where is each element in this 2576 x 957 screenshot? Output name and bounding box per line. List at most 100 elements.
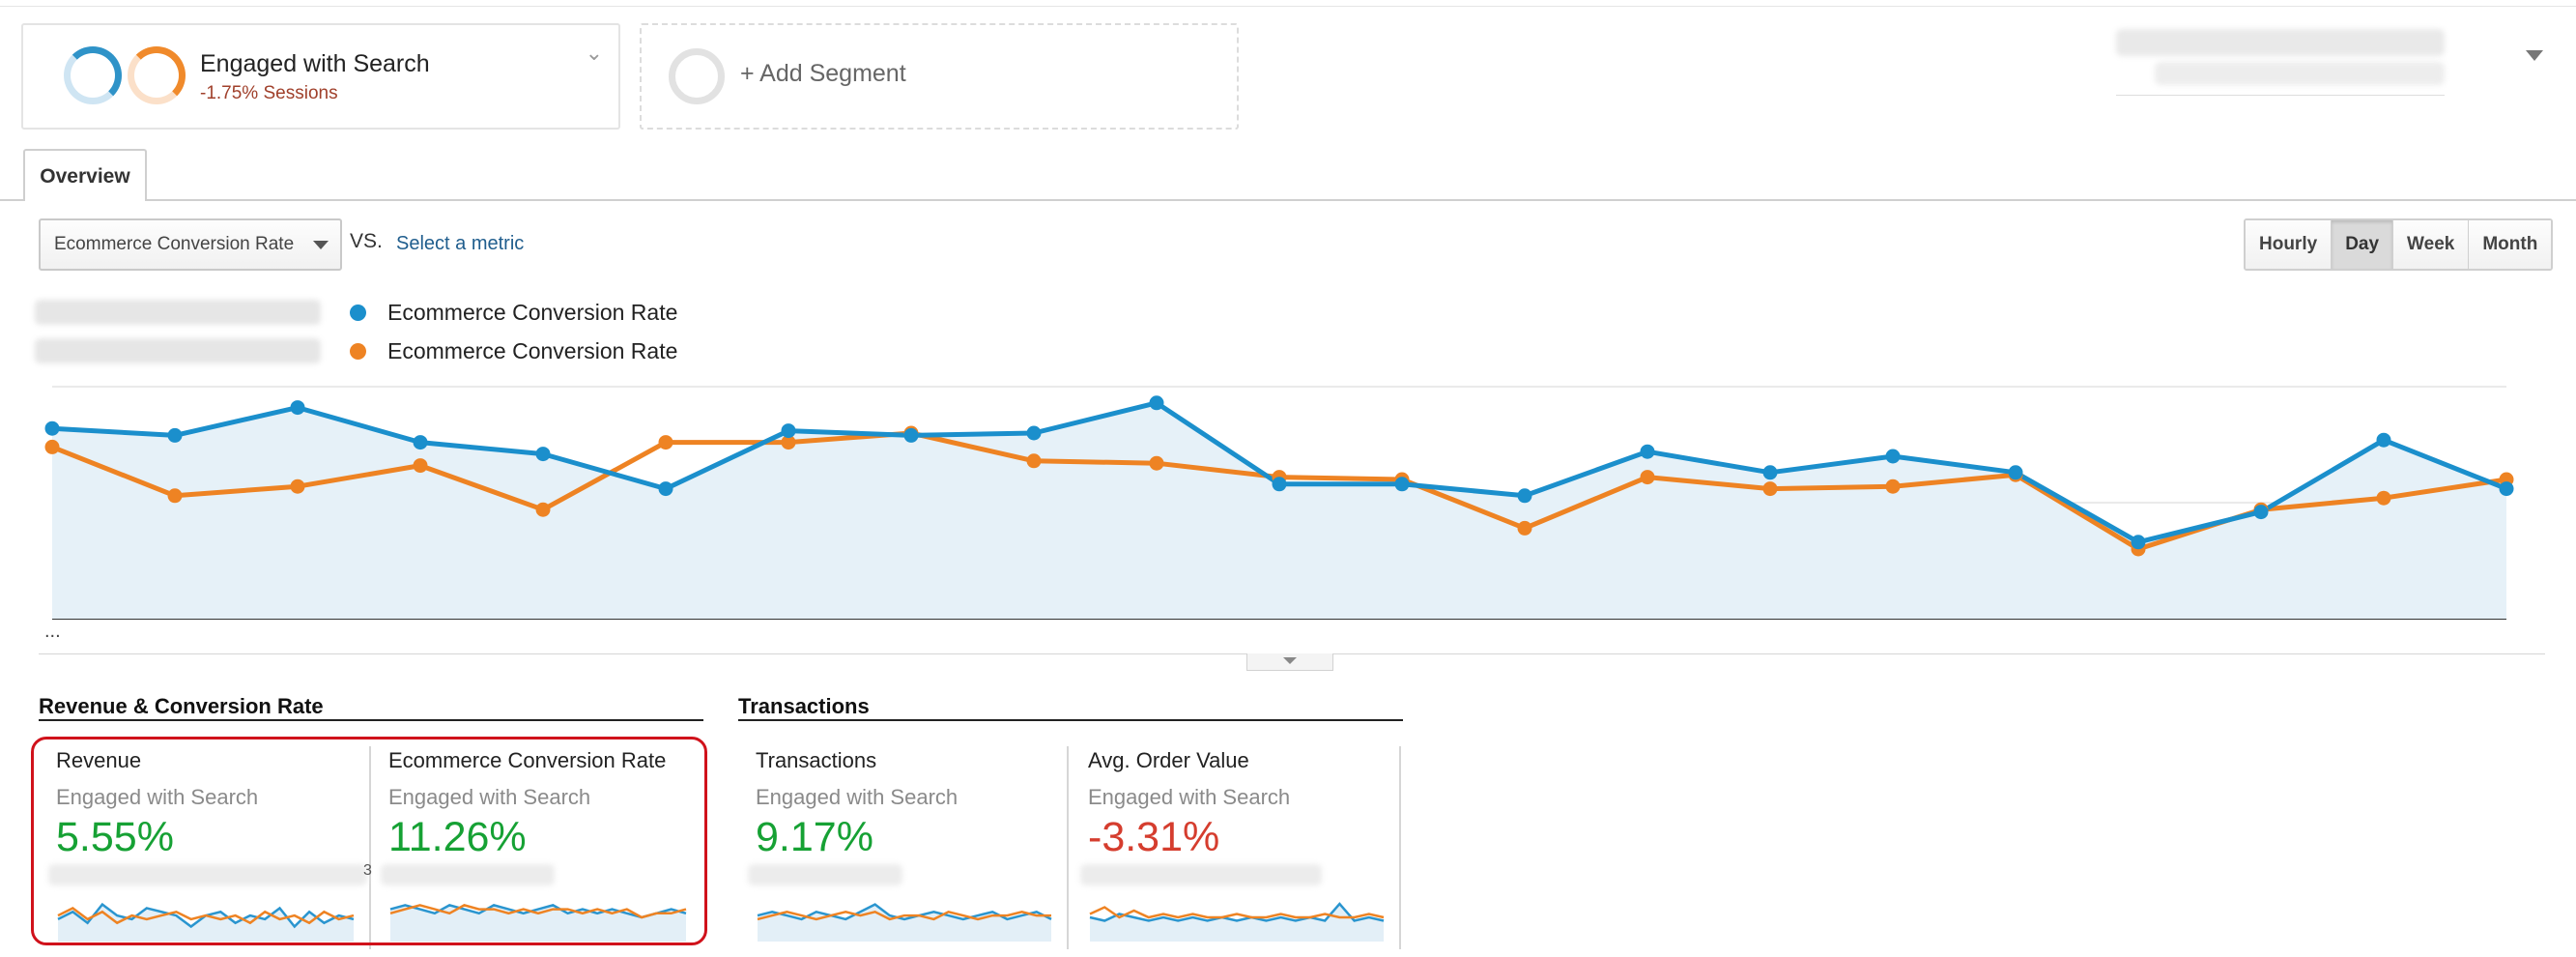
series-2-point <box>167 488 183 504</box>
scorecard-divider <box>1067 746 1069 949</box>
series-1-point <box>1762 465 1778 480</box>
scorecard-title: Revenue <box>56 748 142 772</box>
scorecard-avg-order-value[interactable]: Avg. Order Value Engaged with Search -3.… <box>1080 744 1388 942</box>
series-1-point <box>1394 477 1410 492</box>
caret-down-icon <box>1283 657 1297 664</box>
legend-dot-orange-icon <box>350 343 366 360</box>
segment-subtitle: -1.75% Sessions <box>200 83 338 103</box>
legend-date-range-primary <box>35 300 321 325</box>
legend-label: Ecommerce Conversion Rate <box>387 338 678 363</box>
series-1-point <box>1272 477 1287 492</box>
legend-dot-blue-icon <box>350 304 366 321</box>
segment-card-engaged-with-search[interactable]: Engaged with Search -1.75% Sessions ⌄ <box>21 23 620 130</box>
sparkline-orange-line <box>57 906 355 925</box>
series-2-point <box>1640 470 1655 485</box>
highlight-annotation <box>31 737 707 945</box>
segment-title: Engaged with Search <box>200 50 430 77</box>
sparkline-area <box>58 904 354 942</box>
scorecard-title: Ecommerce Conversion Rate <box>388 748 667 772</box>
granularity-toggle: Hourly Day Week Month <box>2244 218 2554 271</box>
chevron-down-icon[interactable]: ⌄ <box>585 41 603 65</box>
series-1-point <box>535 447 551 462</box>
series-2-point <box>2376 490 2391 506</box>
scorecard-comparison <box>381 864 555 885</box>
scorecard-transactions[interactable]: Transactions Engaged with Search 9.17% <box>748 744 1055 942</box>
series-1-point <box>167 427 183 443</box>
scorecard-revenue[interactable]: Revenue Engaged with Search 5.55% <box>48 744 367 942</box>
legend-item-series-2: Ecommerce Conversion Rate <box>350 338 677 364</box>
series-1-point <box>290 400 305 416</box>
scorecard-comparison <box>1080 864 1322 885</box>
sparkline-blue-line <box>757 903 1052 921</box>
granularity-hourly-button[interactable]: Hourly <box>2246 220 2333 269</box>
group-rule <box>39 719 703 721</box>
caret-down-icon[interactable] <box>2526 50 2543 61</box>
scorecard-title: Transactions <box>756 748 877 772</box>
scorecard-ecommerce-conversion-rate[interactable]: Ecommerce Conversion Rate Engaged with S… <box>381 744 698 942</box>
sparkline <box>1089 902 1385 942</box>
granularity-week-button[interactable]: Week <box>2393 220 2470 269</box>
segment-ring-orange-icon <box>128 46 186 104</box>
segment-ring-blue-icon <box>64 46 122 104</box>
series-1-point <box>1885 449 1901 464</box>
stray-digit: 3 <box>363 862 372 879</box>
group-title-revenue-conversion: Revenue & Conversion Rate <box>39 694 324 718</box>
vs-label: VS. <box>350 230 383 252</box>
group-title-transactions: Transactions <box>738 694 870 718</box>
series-2-point <box>535 502 551 517</box>
scorecard-value: 9.17% <box>756 814 873 860</box>
granularity-month-button[interactable]: Month <box>2469 220 2552 269</box>
metric-select-dropdown[interactable]: Ecommerce Conversion Rate <box>39 218 342 271</box>
scorecard-divider <box>369 746 371 949</box>
chart-ellipsis: ... <box>44 621 61 642</box>
scorecard-segment: Engaged with Search <box>56 785 259 809</box>
sparkline <box>57 902 355 942</box>
series-2-point <box>290 478 305 494</box>
series-1-point <box>44 420 60 436</box>
series-1-point <box>2376 432 2391 448</box>
sparkline-orange-line <box>389 904 687 919</box>
sparkline-orange-line <box>1089 906 1385 919</box>
series-2-point <box>781 435 796 450</box>
series-1-point <box>2253 505 2269 520</box>
series-2-point <box>1885 478 1901 494</box>
granularity-day-button[interactable]: Day <box>2332 220 2394 269</box>
series-2-point <box>1517 520 1532 536</box>
caret-down-icon <box>313 241 329 249</box>
date-range-underline <box>2116 95 2445 96</box>
scorecard-value: 11.26% <box>388 814 527 860</box>
legend-date-range-compare <box>35 338 321 363</box>
scorecard-value: -3.31% <box>1088 814 1220 860</box>
scorecard-value: 5.55% <box>56 814 174 860</box>
chart-collapse-toggle[interactable] <box>1246 653 1333 671</box>
series-1-point <box>2499 481 2514 497</box>
series-1-point <box>1149 395 1164 411</box>
scorecard-segment: Engaged with Search <box>756 785 959 809</box>
sparkline-orange-line <box>757 910 1051 921</box>
top-divider <box>0 6 2576 7</box>
tab-overview[interactable]: Overview <box>23 149 147 201</box>
date-range-compare <box>2155 62 2445 85</box>
scorecard-segment: Engaged with Search <box>388 785 591 809</box>
select-metric-link[interactable]: Select a metric <box>396 233 525 254</box>
main-line-chart <box>44 386 2514 620</box>
metric-select-value: Ecommerce Conversion Rate <box>54 234 295 254</box>
sparkline-area <box>758 904 1051 942</box>
series-2-point <box>1762 481 1778 497</box>
series-2-point <box>44 439 60 454</box>
scorecard-title: Avg. Order Value <box>1088 748 1249 772</box>
series-1-point <box>1517 488 1532 504</box>
series-1-point <box>903 427 919 443</box>
add-segment-label: + Add Segment <box>740 60 906 87</box>
series-1-point <box>413 435 428 450</box>
series-1-point <box>781 423 796 439</box>
legend-item-series-1: Ecommerce Conversion Rate <box>350 300 677 326</box>
tab-divider <box>0 199 2576 201</box>
add-segment-ring-icon <box>669 48 725 104</box>
group-rule <box>738 719 1403 721</box>
add-segment-button[interactable]: + Add Segment <box>640 23 1239 130</box>
series-1-point <box>1640 444 1655 459</box>
scorecard-segment: Engaged with Search <box>1088 785 1291 809</box>
scorecard-comparison <box>48 864 367 885</box>
series-1-point <box>2008 465 2023 480</box>
